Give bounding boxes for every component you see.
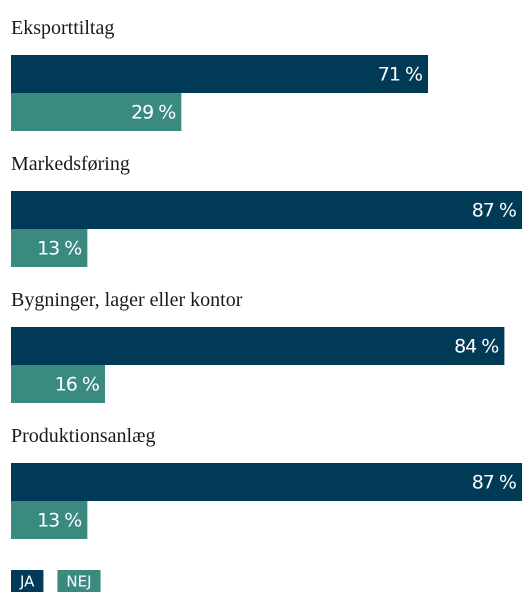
bar bbox=[11, 501, 88, 539]
bar bbox=[11, 463, 522, 501]
value-label: 13 % bbox=[37, 238, 81, 260]
category-label: Markedsføring bbox=[11, 153, 130, 175]
value-label: 87 % bbox=[472, 200, 516, 222]
value-label: 16 % bbox=[55, 374, 99, 396]
value-label: 84 % bbox=[454, 336, 498, 358]
category-label: Eksporttiltag bbox=[11, 17, 114, 39]
legend-swatch bbox=[57, 570, 101, 592]
legend-label: NEJ bbox=[66, 573, 91, 591]
bar bbox=[11, 229, 88, 267]
category-label: Produktionsanlæg bbox=[11, 425, 155, 447]
value-label: 87 % bbox=[472, 472, 516, 494]
value-label: 13 % bbox=[37, 510, 81, 532]
bar bbox=[11, 365, 105, 403]
legend-swatch bbox=[11, 570, 44, 592]
value-label: 71 % bbox=[378, 64, 422, 86]
bar bbox=[11, 93, 182, 131]
category-label: Bygninger, lager eller kontor bbox=[11, 289, 243, 311]
bar bbox=[11, 191, 522, 229]
bar bbox=[11, 327, 505, 365]
value-label: 29 % bbox=[131, 102, 175, 124]
legend-label: JA bbox=[19, 573, 35, 591]
bar bbox=[11, 55, 429, 93]
